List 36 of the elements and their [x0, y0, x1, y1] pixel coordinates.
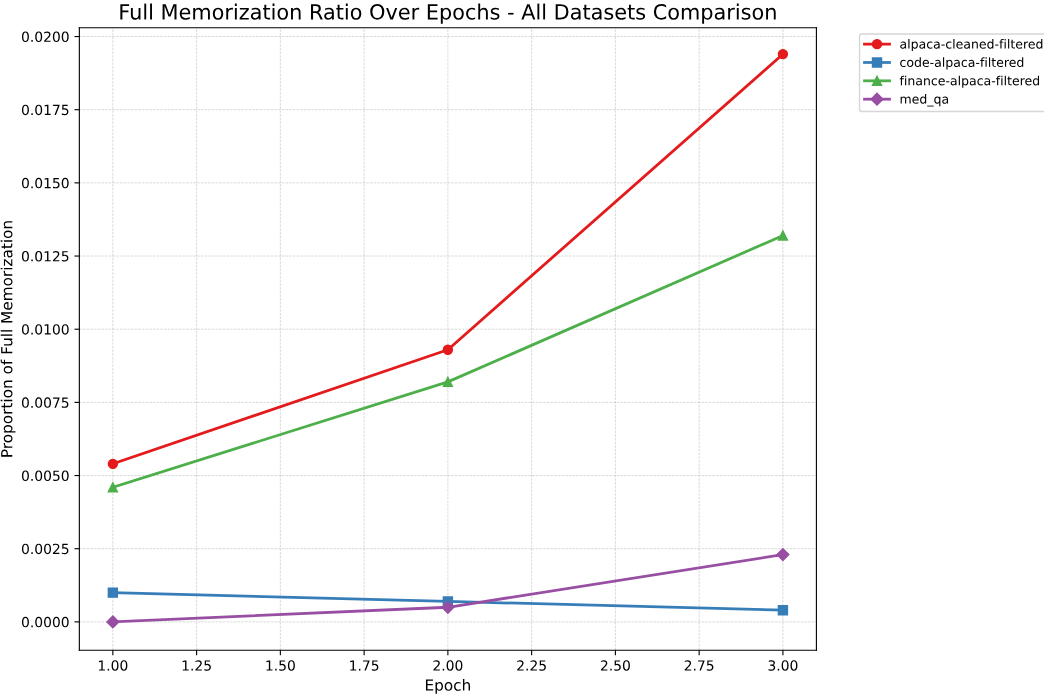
point	[107, 482, 119, 493]
x-tick-label: 2.75	[684, 660, 714, 671]
x-tick-label: 2.00	[433, 660, 463, 671]
x-tick-label: 2.50	[600, 660, 630, 671]
legend-label: med_qa	[900, 94, 949, 107]
legend-label: finance-alpaca-filtered	[899, 75, 1040, 88]
y-tick-label: 0.0200	[21, 31, 69, 43]
x-tick-label: 1.25	[182, 660, 211, 671]
point	[777, 48, 789, 60]
legend-label: alpaca-cleaned-filtered	[900, 39, 1043, 52]
y-tick-label: 0.0050	[21, 470, 69, 482]
point	[107, 458, 119, 470]
point	[777, 230, 789, 241]
x-axis-title: Epoch	[425, 679, 470, 694]
point	[777, 604, 789, 616]
y-tick-label: 0.0000	[21, 616, 69, 628]
x-tick-label: 3.00	[768, 660, 798, 671]
point	[442, 376, 454, 388]
chart-title: Full Memorization Ratio Over Epochs - All Datasets Comparison	[120, 3, 776, 24]
y-tick-label: 0.0125	[21, 251, 69, 262]
y-tick-label: 0.0175	[21, 104, 69, 116]
x-tick-label: 2.25	[517, 660, 546, 671]
y-tick-label: 0.0100	[21, 324, 69, 335]
y-axis-title: Proportion of Full Memorization	[0, 221, 16, 457]
y-tick-label: 0.0075	[21, 397, 69, 408]
y-tick-label: 0.0150	[21, 177, 69, 189]
legend-label: code-alpaca-filtered	[900, 57, 1024, 70]
x-tick-label: 1.75	[350, 660, 379, 671]
x-tick-label: 1.00	[98, 660, 128, 671]
point	[442, 344, 454, 355]
y-tick-label: 0.0025	[21, 543, 69, 555]
point	[441, 600, 455, 614]
point	[776, 547, 790, 562]
point	[107, 587, 119, 598]
point	[106, 615, 120, 629]
x-tick-label: 1.50	[266, 660, 295, 671]
